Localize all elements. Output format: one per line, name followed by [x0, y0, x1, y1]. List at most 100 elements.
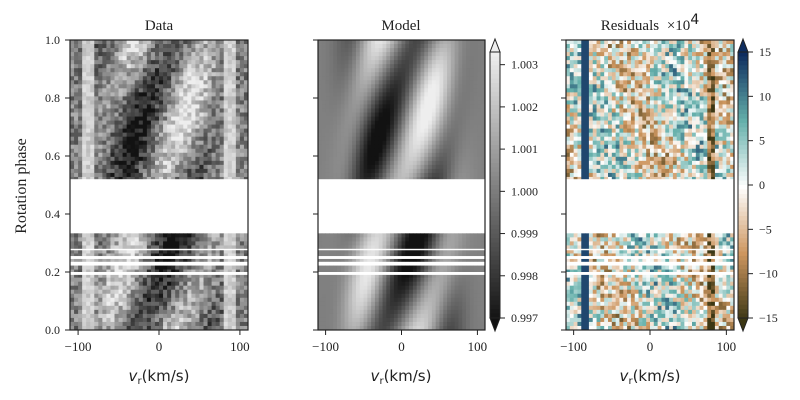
heatmap-cell	[102, 144, 107, 150]
heatmap-cell	[359, 40, 364, 45]
heatmap-cell	[431, 168, 437, 174]
heatmap-cell	[118, 237, 123, 242]
heatmap-cell	[428, 297, 433, 303]
heatmap-cell	[431, 160, 437, 166]
heatmap-cell	[454, 92, 459, 97]
heatmap-cell	[333, 241, 338, 246]
heatmap-cell	[150, 132, 156, 138]
heatmap-cell	[82, 100, 87, 105]
heatmap-cell	[114, 172, 119, 178]
heatmap-cell	[386, 164, 391, 170]
heatmap-cell	[207, 233, 212, 238]
heatmap-cell	[231, 64, 237, 69]
heatmap-cell	[450, 132, 456, 138]
heatmap-cell	[175, 136, 180, 142]
heatmap-cell	[102, 301, 107, 307]
heatmap-cell	[227, 237, 233, 242]
heatmap-cell	[231, 325, 237, 331]
heatmap-cell	[318, 140, 323, 146]
heatmap-cell	[340, 269, 345, 275]
heatmap-cell	[86, 152, 91, 158]
heatmap-cell	[219, 245, 225, 250]
heatmap-cell	[348, 305, 353, 311]
heatmap-cell	[195, 104, 200, 109]
heatmap-cell	[199, 164, 204, 170]
heatmap-cell	[82, 265, 87, 270]
heatmap-cell	[74, 176, 79, 182]
heatmap-cell	[431, 164, 437, 170]
heatmap-cell	[82, 305, 87, 311]
heatmap-cell	[183, 277, 188, 283]
heatmap-cell	[382, 289, 387, 295]
heatmap-cell	[397, 84, 402, 89]
heatmap-cell	[159, 241, 164, 246]
heatmap-cell	[329, 176, 334, 182]
heatmap-cell	[239, 124, 245, 130]
heatmap-cell	[199, 88, 204, 93]
heatmap-cell	[435, 156, 440, 162]
heatmap-cell	[466, 72, 471, 77]
heatmap-cell	[450, 265, 456, 270]
heatmap-cell	[227, 160, 233, 166]
heatmap-cell	[348, 293, 353, 299]
heatmap-cell	[215, 88, 221, 93]
heatmap-cell	[179, 152, 184, 158]
heatmap-cell	[94, 104, 99, 109]
heatmap-cell	[227, 269, 233, 275]
heatmap-cell	[219, 325, 225, 331]
heatmap-cell	[102, 140, 107, 146]
heatmap-cell	[207, 325, 212, 331]
heatmap-cell	[382, 112, 387, 117]
heatmap-cell	[352, 309, 357, 315]
heatmap-cell	[154, 176, 160, 182]
heatmap-cell	[424, 104, 429, 109]
heatmap-cell	[74, 309, 79, 315]
heatmap-cell	[416, 80, 421, 85]
heatmap-cell	[70, 136, 75, 142]
heatmap-cell	[424, 313, 429, 319]
heatmap-cell	[355, 257, 361, 262]
heatmap-cell	[431, 285, 437, 291]
heatmap-cell	[371, 297, 376, 303]
heatmap-cell	[473, 269, 478, 275]
heatmap-cell	[443, 297, 448, 303]
heatmap-cell	[187, 40, 192, 45]
heatmap-cell	[473, 249, 478, 254]
heatmap-cell	[382, 293, 387, 299]
heatmap-cell	[367, 72, 372, 77]
heatmap-cell	[227, 100, 233, 105]
heatmap-cell	[78, 52, 83, 57]
heatmap-cell	[146, 132, 152, 138]
heatmap-cell	[352, 128, 357, 134]
heatmap-cell	[231, 76, 237, 81]
heatmap-cell	[336, 253, 342, 258]
heatmap-cell	[393, 265, 399, 270]
heatmap-cell	[74, 88, 79, 93]
heatmap-cell	[382, 64, 387, 69]
heatmap-cell	[477, 265, 482, 270]
heatmap-cell	[167, 265, 172, 270]
heatmap-cell	[462, 112, 467, 117]
heatmap-cell	[159, 156, 164, 162]
heatmap-cell	[435, 116, 440, 121]
heatmap-cell	[114, 132, 119, 138]
heatmap-cell	[159, 96, 164, 101]
heatmap-cell	[110, 72, 115, 77]
heatmap-cell	[382, 104, 387, 109]
heatmap-cell	[428, 265, 433, 270]
heatmap-cell	[207, 112, 212, 117]
heatmap-cell	[340, 233, 345, 238]
heatmap-cell	[382, 168, 387, 174]
heatmap-cell	[454, 104, 459, 109]
heatmap-cell	[363, 269, 368, 275]
heatmap-cell	[239, 136, 245, 142]
heatmap-cell	[146, 253, 152, 258]
heatmap-cell	[363, 132, 368, 138]
heatmap-cell	[458, 132, 463, 138]
heatmap-cell	[359, 116, 364, 121]
heatmap-cell	[371, 112, 376, 117]
heatmap-cell	[122, 301, 128, 307]
heatmap-cell	[183, 44, 188, 49]
heatmap-cell	[110, 132, 115, 138]
heatmap-cell	[138, 168, 144, 174]
